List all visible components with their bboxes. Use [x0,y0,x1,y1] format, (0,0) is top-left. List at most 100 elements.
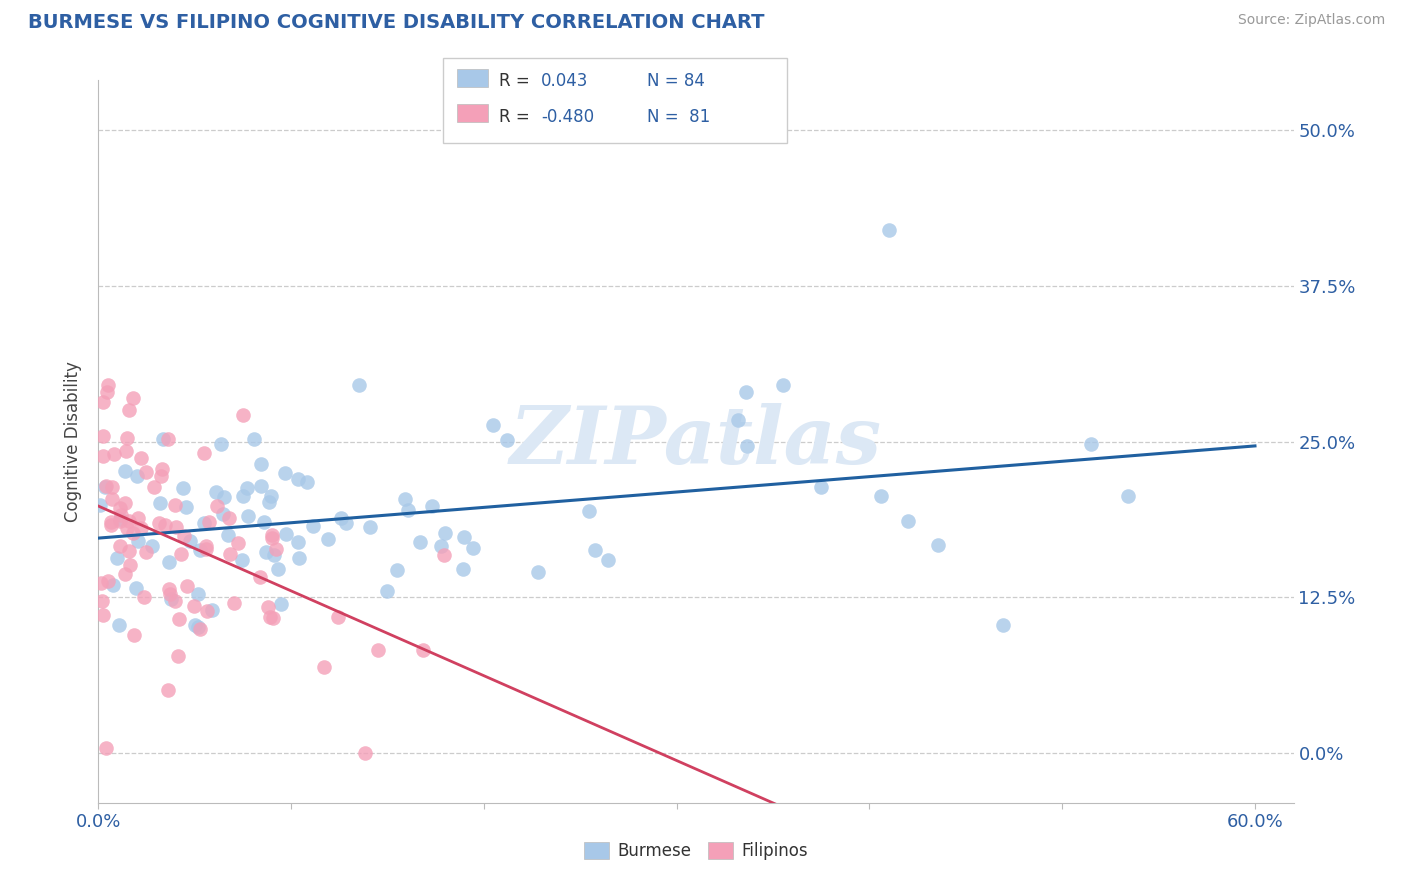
Text: 0.043: 0.043 [541,72,589,90]
Point [270,597,292,611]
Point [100,517,122,532]
Point [433,549,456,563]
Point [101,492,124,507]
Point [97,574,120,588]
Point [264,541,287,556]
Point [585,542,607,557]
Point [359,519,381,533]
Point [249,569,271,583]
Point [122,628,145,642]
Point [174,500,197,515]
Point [96,479,118,493]
Point [253,515,276,529]
Point [101,480,124,494]
Point [385,563,408,577]
Point [461,541,484,555]
Point [927,538,949,552]
Point [232,409,254,423]
Point [260,532,283,546]
Point [108,514,131,528]
Point [122,391,145,405]
Point [870,489,893,503]
Point [125,581,148,595]
Point [94,480,117,494]
Point [108,512,131,526]
Point [148,516,170,531]
Point [91,449,114,463]
Point [107,617,129,632]
Point [156,683,179,698]
Point [172,481,194,495]
Point [274,527,297,541]
Point [496,434,519,448]
Point [149,495,172,509]
Point [91,607,114,622]
Point [353,746,375,760]
Point [222,596,245,610]
Point [97,378,120,392]
Point [141,540,163,554]
Point [100,515,122,529]
Point [232,489,254,503]
Text: N =  81: N = 81 [647,108,710,126]
Point [420,499,443,513]
Point [347,378,370,392]
Point [170,547,193,561]
Point [316,532,339,546]
Text: R =: R = [499,108,536,126]
Point [155,518,177,533]
Point [267,562,290,576]
Point [150,468,173,483]
Point [231,553,253,567]
Point [157,582,180,597]
Point [288,550,311,565]
Point [257,495,280,509]
Point [183,599,205,614]
Point [163,593,186,607]
Point [135,466,157,480]
Point [179,533,201,548]
Legend: Burmese, Filipinos: Burmese, Filipinos [578,835,814,867]
Point [184,617,207,632]
Point [135,544,157,558]
Point [167,612,190,626]
Point [226,535,249,549]
Point [96,384,118,399]
Point [198,515,221,529]
Point [94,740,117,755]
Point [287,472,309,486]
Point [734,384,756,399]
Point [103,447,125,461]
Point [194,539,217,553]
Point [114,464,136,478]
Point [127,533,149,548]
Point [91,394,114,409]
Point [1080,437,1102,451]
Point [527,565,550,579]
Point [335,516,357,531]
Point [896,514,918,528]
Point [377,584,399,599]
Point [412,643,434,657]
Point [105,551,128,566]
Point [263,548,285,562]
Point [328,610,350,624]
Point [159,592,181,607]
Point [108,501,131,516]
Point [142,480,165,494]
Point [877,223,900,237]
Text: N = 84: N = 84 [647,72,704,90]
Point [235,481,257,495]
Point [125,469,148,483]
Point [257,600,280,615]
Point [772,378,794,392]
Point [152,432,174,446]
Point [451,561,474,575]
Point [118,544,141,558]
Point [118,514,141,528]
Point [110,508,132,522]
Point [260,489,283,503]
Point [193,516,215,531]
Point [302,519,325,533]
Point [188,542,211,557]
